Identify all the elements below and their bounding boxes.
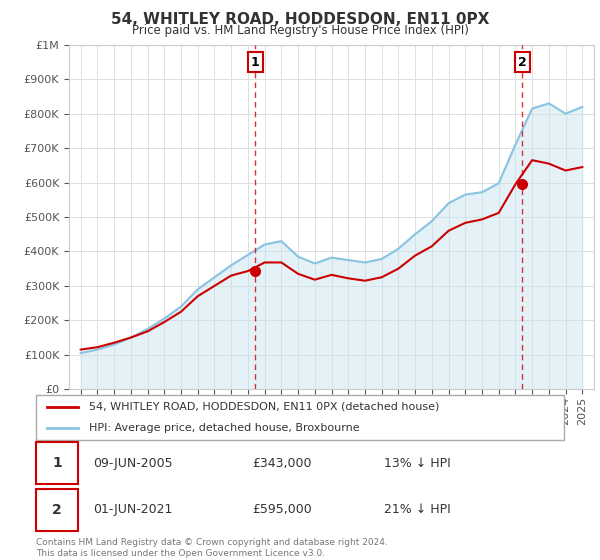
Text: 21% ↓ HPI: 21% ↓ HPI <box>384 503 451 516</box>
Text: Contains HM Land Registry data © Crown copyright and database right 2024.
This d: Contains HM Land Registry data © Crown c… <box>36 538 388 558</box>
Text: £595,000: £595,000 <box>252 503 312 516</box>
Text: 54, WHITLEY ROAD, HODDESDON, EN11 0PX (detached house): 54, WHITLEY ROAD, HODDESDON, EN11 0PX (d… <box>89 402 439 412</box>
FancyBboxPatch shape <box>36 442 78 484</box>
Text: Price paid vs. HM Land Registry's House Price Index (HPI): Price paid vs. HM Land Registry's House … <box>131 24 469 36</box>
FancyBboxPatch shape <box>36 489 78 531</box>
Text: 1: 1 <box>52 456 62 470</box>
Text: 54, WHITLEY ROAD, HODDESDON, EN11 0PX: 54, WHITLEY ROAD, HODDESDON, EN11 0PX <box>111 12 489 27</box>
FancyBboxPatch shape <box>36 395 564 440</box>
Text: 01-JUN-2021: 01-JUN-2021 <box>93 503 172 516</box>
Text: £343,000: £343,000 <box>252 457 311 470</box>
Text: 09-JUN-2005: 09-JUN-2005 <box>93 457 173 470</box>
Text: 2: 2 <box>518 55 527 68</box>
Text: 1: 1 <box>251 55 260 68</box>
Text: 13% ↓ HPI: 13% ↓ HPI <box>384 457 451 470</box>
Text: 2: 2 <box>52 503 62 517</box>
Text: HPI: Average price, detached house, Broxbourne: HPI: Average price, detached house, Brox… <box>89 422 359 432</box>
